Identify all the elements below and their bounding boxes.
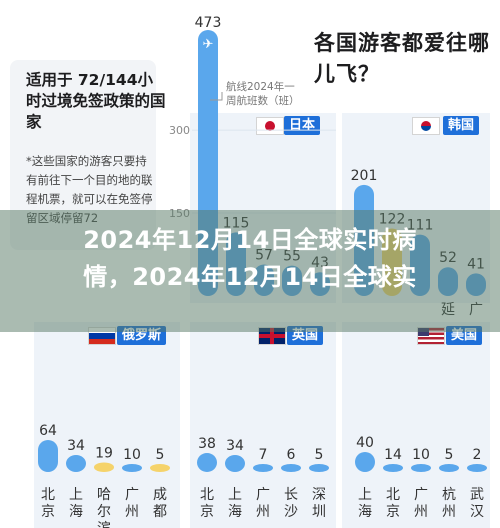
category-label: 沙 (284, 504, 298, 520)
category-label: 上 (358, 487, 372, 503)
annotation-arrow (210, 92, 223, 101)
category-label: 州 (256, 504, 270, 520)
annotation-line-2: 周航班数（班） (226, 94, 300, 107)
bar (225, 455, 245, 472)
category-label: 北 (386, 487, 400, 503)
value-label: 10 (123, 447, 141, 463)
category-label: 武 (470, 487, 484, 503)
bar (122, 464, 142, 472)
value-label: 34 (67, 438, 85, 454)
bar (197, 453, 217, 472)
banner-line-2: 情，2024年12月14日全球实 (83, 263, 417, 291)
bar (94, 462, 114, 472)
value-label: 2 (473, 447, 482, 463)
category-label: 上 (69, 487, 83, 503)
bar (253, 464, 273, 472)
category-label: 北 (41, 487, 55, 503)
panel-russia (34, 322, 180, 528)
bar (66, 455, 86, 472)
bar (38, 440, 58, 472)
category-label: 圳 (312, 504, 326, 520)
category-label: 州 (414, 504, 428, 520)
category-label: 广 (414, 487, 428, 503)
value-label: 5 (315, 447, 324, 463)
banner-overlay (0, 210, 500, 332)
value-label: 6 (287, 447, 296, 463)
panel-usa (342, 322, 490, 528)
bar (411, 464, 431, 472)
main-title: 各国游客都爱往哪儿飞？ (314, 31, 490, 86)
korea-flag-icon (412, 117, 440, 135)
value-label: 5 (156, 447, 165, 463)
category-label: 滨 (97, 521, 111, 528)
value-label: 14 (384, 447, 402, 463)
category-label: 州 (125, 504, 139, 520)
category-label: 州 (442, 504, 456, 520)
y-tick-label: 300 (169, 124, 190, 137)
category-label: 上 (228, 487, 242, 503)
category-label: 尔 (97, 504, 111, 520)
bar (467, 464, 487, 472)
category-label: 哈 (97, 487, 111, 503)
value-label: 10 (412, 447, 430, 463)
category-label: 京 (200, 504, 214, 520)
category-label: 北 (200, 487, 214, 503)
value-label: 473 (195, 15, 222, 31)
bar (281, 464, 301, 472)
bar (150, 464, 170, 472)
value-label: 38 (198, 436, 216, 452)
category-label: 成 (153, 487, 167, 503)
value-label: 40 (356, 435, 374, 451)
value-label: 5 (445, 447, 454, 463)
value-label: 201 (351, 168, 378, 184)
category-label: 都 (153, 504, 167, 520)
category-label: 广 (256, 487, 270, 503)
value-label: 7 (259, 447, 268, 463)
airplane-icon: ✈ (203, 37, 214, 52)
bar (355, 452, 375, 472)
category-label: 海 (358, 504, 372, 520)
category-label: 海 (228, 504, 242, 520)
value-label: 64 (39, 423, 57, 439)
category-label: 京 (386, 504, 400, 520)
category-label: 广 (125, 487, 139, 503)
annotation-line-1: 航线2024年一 (226, 80, 295, 93)
category-label: 海 (69, 504, 83, 520)
banner-line-1: 2024年12月14日全球实时病 (83, 226, 417, 254)
bar (309, 464, 329, 472)
banner-title: 2024年12月14日全球实时病 情，2024年12月14日全球实 (0, 222, 500, 296)
category-label: 深 (312, 487, 326, 503)
bar (383, 464, 403, 472)
panel-uk (190, 322, 336, 528)
category-label: 汉 (470, 504, 484, 520)
bar (439, 464, 459, 472)
category-label: 京 (41, 504, 55, 520)
country-tag-korea: 韩国 (443, 116, 480, 135)
category-label: 杭 (442, 487, 456, 503)
value-label: 19 (95, 446, 113, 462)
value-label: 34 (226, 438, 244, 454)
category-label: 长 (284, 487, 298, 503)
side-title: 适用于 72/144小时过境免签政策的国家 (26, 71, 166, 131)
